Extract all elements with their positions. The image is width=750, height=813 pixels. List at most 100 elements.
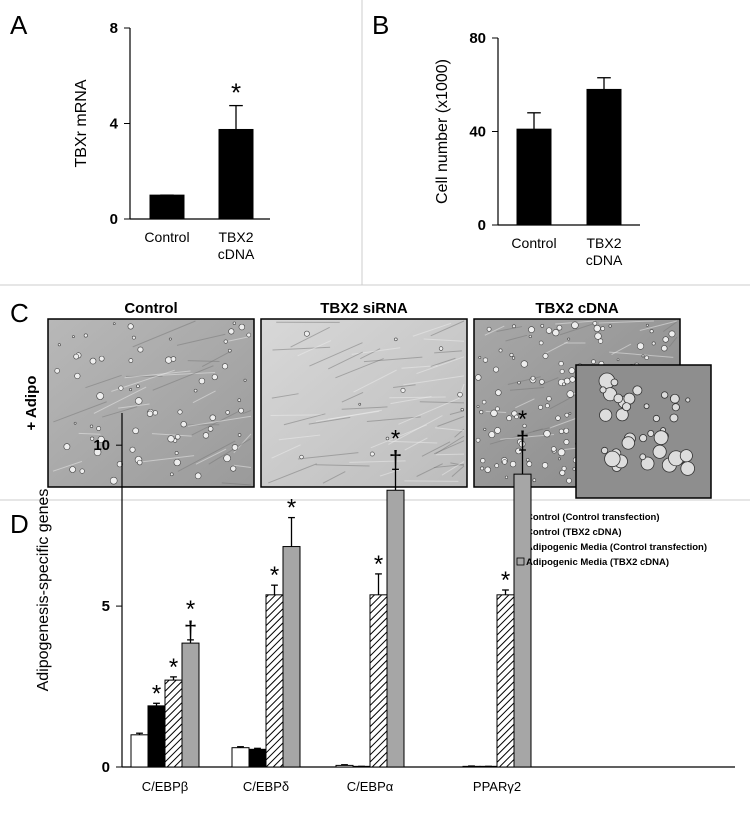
texture [225,410,230,415]
texture [232,321,236,325]
texture [558,457,561,461]
texture [388,415,443,445]
texture [231,444,239,451]
texture [180,421,187,428]
texture [522,423,527,428]
texture [170,356,177,362]
texture [228,336,249,342]
texture [152,365,214,391]
texture [571,321,579,329]
y-tick-label: 0 [110,211,118,228]
texture [136,384,140,388]
bar [164,679,183,768]
texture [644,355,649,360]
texture [489,428,543,445]
x-tick-label: C/EBPδ [243,779,289,794]
texture [404,437,428,451]
texture [246,332,252,338]
texture [412,322,452,337]
y-tick-label: 8 [110,20,118,37]
texture [132,427,139,435]
y-tick-label: 40 [469,124,486,141]
texture [54,368,60,374]
texture [366,416,421,422]
bar [130,734,149,768]
texture [668,336,678,348]
texture [479,410,484,415]
bar [282,546,301,768]
texture [563,427,570,434]
texture [151,433,192,437]
texture [228,328,235,335]
texture [616,358,620,362]
panel-label: B [372,10,389,40]
texture [608,324,612,328]
texture [393,384,416,389]
texture [645,323,649,327]
texture [116,461,123,468]
micrograph [47,318,255,488]
texture [290,326,330,348]
legend-label: Control (TBX2 cDNA) [526,527,622,538]
annotation: † [516,427,529,454]
texture [137,346,144,353]
texture [112,322,116,325]
texture [670,393,680,404]
texture [271,393,299,399]
texture [441,461,465,476]
texture [549,416,581,429]
texture [297,340,332,357]
texture [520,360,528,368]
texture [556,324,563,331]
texture [109,476,118,485]
micrograph-inset [575,364,712,499]
texture [211,374,218,381]
texture [540,324,545,328]
texture [93,386,147,414]
x-tick-label: Control [144,229,190,245]
texture [601,446,609,455]
y-axis-label: TBXr mRNA [73,79,90,167]
texture [202,432,210,439]
texture [73,421,77,425]
texture [85,374,122,389]
texture [632,385,643,396]
micrograph-title: TBX2 siRNA [320,300,408,317]
texture [437,416,465,427]
texture [124,370,191,379]
texture [559,469,566,476]
texture [278,434,321,441]
texture [559,322,597,336]
texture [530,375,536,381]
texture [90,436,95,441]
texture [532,478,537,482]
texture [78,432,101,435]
texture [430,320,465,337]
texture [198,377,206,385]
texture [400,387,406,393]
texture [388,440,438,444]
texture [223,339,228,344]
texture [389,396,446,399]
texture [539,379,545,385]
texture [592,321,598,326]
texture [545,403,550,409]
texture [512,324,516,329]
bar [265,594,284,768]
texture [369,451,375,457]
texture [639,453,647,461]
texture [416,356,465,375]
texture [303,330,310,337]
texture [435,453,465,456]
y-tick-label: 0 [102,759,110,776]
texture [398,397,460,425]
texture [390,395,432,405]
panel-label: C [10,298,29,328]
y-tick-label: 80 [469,30,486,47]
texture [73,353,79,360]
texture [558,361,564,367]
texture [170,472,174,477]
texture [421,441,451,457]
texture [118,403,150,409]
legend-swatch [516,557,525,566]
